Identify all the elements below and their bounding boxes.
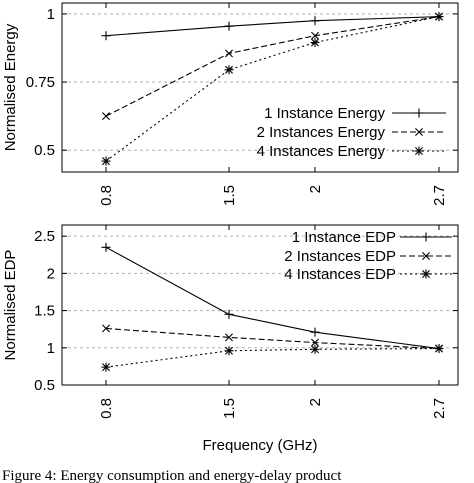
data-point-4-instances-energy bbox=[434, 12, 444, 22]
data-point-2-instances-edp bbox=[225, 333, 233, 342]
x-tick-label: 0.8 bbox=[98, 185, 115, 206]
legend-marker bbox=[421, 269, 431, 279]
y-tick-label: 1 bbox=[47, 340, 55, 357]
data-point-2-instances-energy bbox=[102, 112, 110, 121]
legend-label: 4 Instances Energy bbox=[257, 143, 386, 160]
figure-caption: Figure 4: Energy consumption and energy-… bbox=[2, 468, 342, 483]
data-point-4-instances-edp bbox=[434, 344, 444, 354]
series-line-4-instances-edp bbox=[105, 347, 440, 368]
y-tick-label: 0.5 bbox=[34, 377, 55, 394]
data-point-1-instance-edp bbox=[224, 309, 234, 319]
x-tick-label: 1.5 bbox=[221, 398, 238, 419]
data-point-4-instances-energy bbox=[224, 65, 234, 75]
data-point-4-instances-edp bbox=[310, 344, 320, 354]
series-line-1-instance-energy bbox=[105, 16, 440, 37]
legend-marker bbox=[422, 252, 430, 260]
data-point-4-instances-edp bbox=[101, 362, 111, 372]
x-tick-label: 2 bbox=[307, 185, 324, 193]
series-line-4-instances-energy bbox=[105, 16, 440, 162]
data-point-1-instance-edp bbox=[101, 242, 111, 252]
data-point-2-instances-energy bbox=[225, 49, 233, 58]
y-tick-label: 2 bbox=[47, 265, 55, 282]
x-tick-label: 1.5 bbox=[221, 185, 238, 206]
y-tick-label: 1.5 bbox=[34, 303, 55, 320]
plot-frame bbox=[61, 2, 459, 173]
legend-label: 2 Instances EDP bbox=[284, 248, 396, 265]
energy-chart: 0.5 0.75 1 0.8 1.5 2 2.7 Normalised Energy 1 Ins… bbox=[2, 2, 459, 206]
x-tick-label: 2.7 bbox=[431, 185, 448, 206]
data-point-4-instances-energy bbox=[101, 156, 111, 166]
legend-marker bbox=[421, 232, 431, 242]
data-point-1-instance-energy bbox=[224, 21, 234, 31]
legend-label: 1 Instance EDP bbox=[292, 229, 396, 246]
legend-label: 1 Instance Energy bbox=[264, 105, 385, 122]
y-tick-label: 0.75 bbox=[26, 74, 55, 91]
data-point-1-instance-energy bbox=[101, 31, 111, 41]
x-tick-label: 2.7 bbox=[431, 398, 448, 419]
series-line-1-instance-edp bbox=[105, 246, 440, 350]
series-line-2-instances-edp bbox=[105, 327, 440, 350]
legend: 1 Instance Energy 2 Instances Energy 4 Ins… bbox=[257, 105, 446, 160]
y-tick-label: 0.5 bbox=[34, 142, 55, 159]
data-point-4-instances-edp bbox=[224, 346, 234, 356]
y-tick-label: 1 bbox=[47, 6, 55, 23]
legend-marker bbox=[414, 146, 424, 156]
edp-chart: 0.5 1 1.5 2 2.5 0.8 1.5 2 2.7 Normalised EDP Frequ… bbox=[2, 224, 459, 454]
legend-label: 2 Instances Energy bbox=[257, 124, 386, 141]
data-point-2-instances-energy bbox=[311, 31, 319, 40]
y-axis-label: Normalised EDP bbox=[2, 250, 19, 361]
data-point-2-instances-edp bbox=[311, 338, 319, 347]
series-line-2-instances-energy bbox=[105, 16, 440, 117]
plot-frame bbox=[61, 224, 459, 386]
data-point-4-instances-energy bbox=[310, 38, 320, 48]
legend-marker bbox=[414, 108, 424, 118]
legend-marker bbox=[415, 128, 423, 136]
y-tick-label: 2.5 bbox=[34, 228, 55, 245]
data-point-1-instance-energy bbox=[310, 16, 320, 26]
x-axis-label: Frequency (GHz) bbox=[202, 437, 317, 454]
data-point-1-instance-edp bbox=[310, 327, 320, 337]
y-axis-label: Normalised Energy bbox=[2, 23, 19, 151]
x-tick-label: 2 bbox=[307, 398, 324, 406]
x-tick-label: 0.8 bbox=[98, 398, 115, 419]
data-point-2-instances-edp bbox=[102, 324, 110, 333]
legend-label: 4 Instances EDP bbox=[284, 266, 396, 283]
